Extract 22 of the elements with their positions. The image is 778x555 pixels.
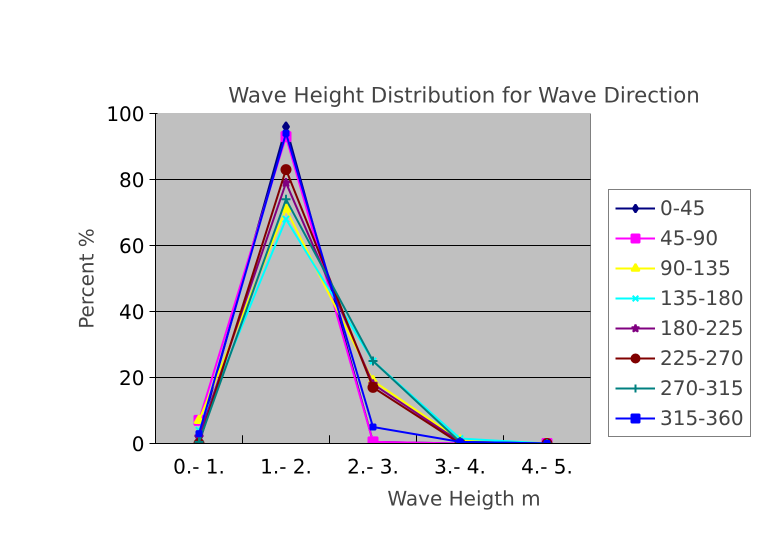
- y-axis-title: Percent %: [74, 228, 98, 329]
- x-axis-title: Wave Heigth m: [387, 486, 541, 510]
- legend-label: 135-180: [660, 286, 744, 310]
- x-tick-label: 2.- 3.: [347, 454, 399, 478]
- legend-label: 225-270: [660, 346, 744, 370]
- legend-label: 180-225: [660, 316, 744, 340]
- legend-label: 315-360: [660, 406, 744, 430]
- y-tick-label: 20: [119, 366, 145, 390]
- y-tick-label: 80: [119, 168, 145, 192]
- y-tick-label: 0: [132, 432, 145, 456]
- x-tick-label: 1.- 2.: [260, 454, 312, 478]
- x-tick-label: 0.- 1.: [173, 454, 225, 478]
- legend-label: 0-45: [660, 196, 706, 220]
- y-tick-label: 40: [119, 300, 145, 324]
- y-tick-label: 100: [106, 102, 145, 126]
- chart-title: Wave Height Distribution for Wave Direction: [228, 84, 700, 108]
- legend-label: 90-135: [660, 256, 731, 280]
- y-tick-label: 60: [119, 234, 145, 258]
- x-tick-label: 3.- 4.: [434, 454, 486, 478]
- x-tick-label: 4.- 5.: [521, 454, 573, 478]
- legend-label: 270-315: [660, 376, 744, 400]
- legend-label: 45-90: [660, 226, 718, 250]
